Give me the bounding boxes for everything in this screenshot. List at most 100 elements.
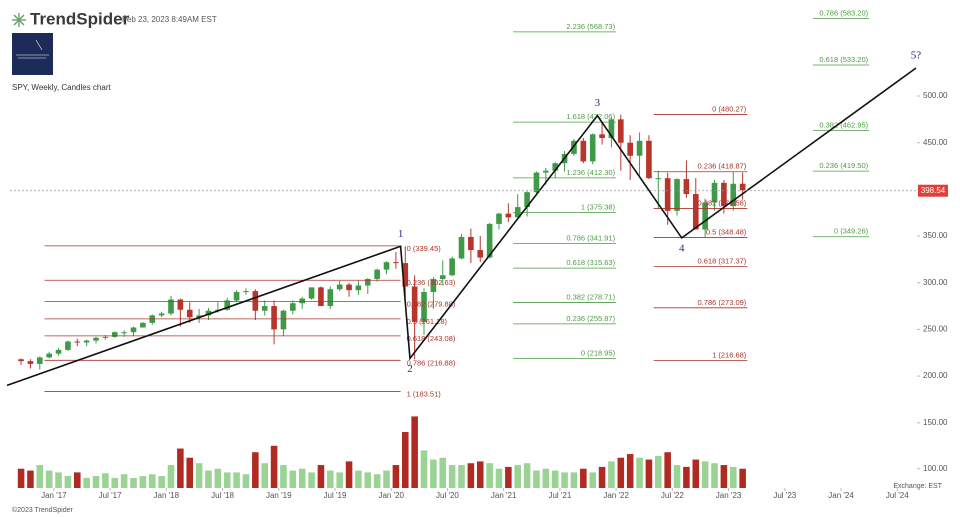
candle-body bbox=[290, 303, 296, 311]
volume-bar bbox=[505, 466, 512, 488]
candle-body bbox=[702, 202, 708, 230]
volume-bar bbox=[308, 472, 315, 488]
x-tick-label: Jul '23 bbox=[773, 491, 796, 500]
volume-bar bbox=[83, 477, 90, 488]
fib-label: 0.618 (243.08) bbox=[407, 334, 456, 343]
volume-bar bbox=[261, 463, 268, 488]
volume-bar bbox=[214, 468, 222, 488]
candle-body bbox=[524, 192, 530, 208]
volume-bar bbox=[130, 477, 137, 488]
candle-body bbox=[168, 299, 174, 314]
last-price-box bbox=[918, 184, 948, 197]
x-tick-label: Jul '21 bbox=[548, 491, 571, 500]
candle-body bbox=[261, 306, 268, 311]
volume-bar bbox=[664, 452, 671, 488]
fib-label: 1.236 (412.30) bbox=[566, 168, 615, 177]
fib-label: 0.236 (418.87) bbox=[698, 162, 747, 171]
x-tick-label: Jul '17 bbox=[99, 491, 122, 500]
fib-label: 0.618 (317.37) bbox=[698, 256, 747, 265]
volume-bar bbox=[420, 450, 428, 488]
volume-bar bbox=[373, 474, 381, 488]
chart-title: SPY, Weekly, Candles chart bbox=[12, 83, 111, 92]
fib-label: 0.236 (302.63) bbox=[407, 278, 456, 287]
candle-body bbox=[721, 182, 727, 207]
volume-bar bbox=[355, 470, 362, 488]
candle-body bbox=[664, 178, 671, 211]
fib-label: 0.382 (462.95) bbox=[819, 121, 868, 130]
volume-bar bbox=[739, 468, 746, 488]
candle-body bbox=[140, 322, 146, 328]
candle-body bbox=[646, 140, 652, 179]
volume-bar bbox=[673, 465, 681, 488]
fib-label: 1 (216.68) bbox=[712, 350, 747, 359]
x-tick-label: Jan '22 bbox=[603, 491, 629, 500]
volume-bar bbox=[364, 472, 372, 488]
volume-bar bbox=[467, 463, 475, 488]
volume-bar bbox=[336, 472, 343, 488]
volume-bar bbox=[27, 470, 34, 488]
candle-body bbox=[243, 291, 249, 293]
candle-body bbox=[692, 194, 699, 230]
volume-bar bbox=[111, 477, 119, 488]
volume-bar bbox=[570, 472, 578, 488]
volume-bar bbox=[692, 459, 700, 488]
candle-body bbox=[543, 170, 549, 173]
candle-body bbox=[346, 284, 352, 291]
x-tick-label: Jan '19 bbox=[266, 491, 292, 500]
candle-body bbox=[224, 300, 231, 310]
volume-bar bbox=[270, 445, 278, 488]
x-tick-label: Jan '18 bbox=[154, 491, 180, 500]
volume-bar bbox=[280, 465, 287, 488]
candle-body bbox=[111, 332, 118, 337]
candle-body bbox=[374, 269, 380, 279]
y-tick-label: 300.00 bbox=[923, 278, 948, 287]
volume-bar bbox=[458, 465, 465, 488]
fib-label: 0.786 (583.20) bbox=[819, 8, 868, 17]
volume-bar bbox=[252, 452, 259, 488]
fib-label: 0.5 (348.48) bbox=[706, 227, 747, 236]
volume-bar bbox=[205, 470, 212, 488]
x-tick-label: Jul '18 bbox=[211, 491, 234, 500]
candle-body bbox=[496, 213, 502, 224]
volume-tick-label: 100.00 bbox=[923, 464, 948, 473]
fib-label: 1 (183.51) bbox=[407, 389, 442, 398]
fib-label: 0.618 (533.20) bbox=[819, 55, 868, 64]
wave-label: 3 bbox=[595, 97, 601, 109]
candle-body bbox=[233, 292, 240, 301]
volume-bar bbox=[701, 461, 709, 488]
volume-bar bbox=[242, 474, 250, 488]
volume-bar bbox=[514, 465, 522, 488]
fib-label: 0 (480.27) bbox=[712, 104, 747, 113]
candle-body bbox=[205, 310, 212, 316]
candle-body bbox=[421, 292, 427, 322]
fib-label: 0.786 (341.91) bbox=[566, 234, 615, 243]
candle-body bbox=[158, 313, 165, 316]
volume-bar bbox=[411, 416, 418, 488]
candle-body bbox=[468, 236, 474, 251]
candle-body bbox=[18, 359, 24, 362]
wave-label: 4 bbox=[679, 242, 685, 254]
volume-bar bbox=[195, 463, 203, 488]
fib-label: 0.382 (279.88) bbox=[407, 299, 456, 308]
volume-bar bbox=[476, 461, 484, 488]
volume-bar bbox=[729, 466, 737, 488]
volume-tick-label: 150.00 bbox=[923, 418, 948, 427]
candle-body bbox=[308, 287, 315, 299]
candle-body bbox=[486, 223, 493, 258]
y-tick-label: 450.00 bbox=[923, 138, 948, 147]
copyright: ©2023 TrendSpider bbox=[12, 506, 73, 514]
y-tick-label: 200.00 bbox=[923, 371, 948, 380]
volume-bar bbox=[580, 468, 587, 488]
volume-bar bbox=[608, 461, 615, 488]
candle-body bbox=[280, 310, 287, 330]
volume-bar bbox=[542, 468, 550, 488]
volume-bar bbox=[636, 457, 643, 488]
x-tick-label: Jan '20 bbox=[378, 491, 404, 500]
volume-bar bbox=[158, 476, 165, 488]
candle-body bbox=[477, 250, 484, 258]
fib-label: 0 (349.26) bbox=[834, 227, 869, 236]
candle-body bbox=[655, 178, 662, 180]
candle-body bbox=[383, 262, 390, 270]
timestamp: Feb 23, 2023 8:49AM EST bbox=[122, 15, 217, 24]
